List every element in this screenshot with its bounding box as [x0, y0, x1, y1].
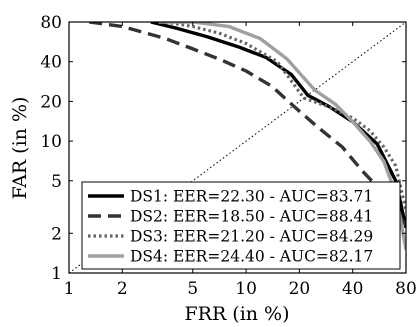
legend-label-ds3: DS3: EER=21.20 - AUC=84.29 — [130, 228, 373, 246]
x-tick-label: 20 — [289, 279, 311, 299]
legend-label-ds4: DS4: EER=24.40 - AUC=82.17 — [130, 248, 373, 266]
x-axis-label: FRR (in %) — [184, 303, 289, 325]
y-tick-label: 10 — [40, 132, 62, 152]
x-tick-label: 1 — [64, 279, 75, 299]
plot-frame — [68, 21, 407, 274]
y-tick-label: 5 — [51, 172, 62, 192]
x-tick-label: 5 — [187, 279, 198, 299]
y-tick-label: 20 — [40, 92, 62, 112]
legend-box — [81, 181, 401, 270]
x-tick-label: 80 — [395, 279, 417, 299]
y-axis-label: FAR (in %) — [9, 97, 31, 200]
legend: DS1: EER=22.30 - AUC=83.71 DS2: EER=18.50… — [81, 181, 401, 270]
legend-label-ds2: DS2: EER=18.50 - AUC=88.41 — [130, 208, 373, 226]
y-tick-label: 2 — [51, 224, 62, 244]
y-tick-label: 80 — [40, 13, 62, 33]
y-tick-label: 1 — [51, 264, 62, 284]
x-tick-label: 10 — [235, 279, 257, 299]
x-tick-label: 2 — [117, 279, 128, 299]
y-tick-label: 40 — [40, 53, 62, 73]
series-line-ds1 — [150, 22, 406, 229]
series-line-ds3 — [165, 22, 406, 211]
series-line-ds4 — [158, 22, 406, 251]
legend-label-ds1: DS1: EER=22.30 - AUC=83.71 — [130, 188, 373, 206]
x-tick-label: 40 — [342, 279, 364, 299]
